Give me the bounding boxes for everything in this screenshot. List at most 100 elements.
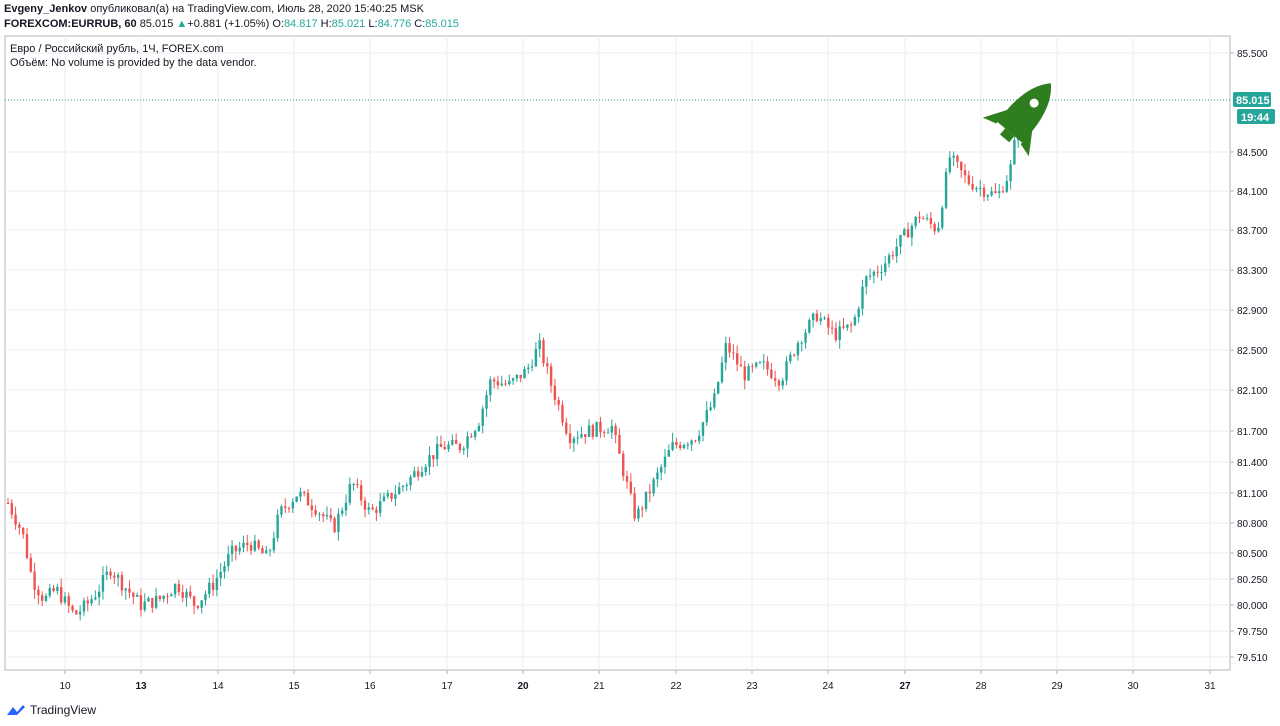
candle bbox=[701, 421, 705, 442]
candle bbox=[561, 400, 564, 427]
candle bbox=[382, 492, 386, 502]
candle-body bbox=[318, 514, 321, 516]
candle-body bbox=[789, 354, 792, 362]
candle-body bbox=[705, 410, 708, 423]
candle bbox=[151, 597, 154, 613]
candle bbox=[754, 361, 758, 369]
candle bbox=[705, 401, 708, 426]
candle-body bbox=[135, 595, 139, 597]
candle-body bbox=[781, 380, 784, 386]
candle-body bbox=[128, 588, 131, 593]
candle bbox=[660, 464, 663, 481]
y-tick-label: 82.900 bbox=[1237, 306, 1268, 317]
candle bbox=[303, 490, 306, 497]
candle-body bbox=[568, 433, 572, 444]
time-axis[interactable]: 10 13 14 15 16 17 20 21 22 23 24 27 28 29 30 31 bbox=[59, 670, 1216, 692]
candle-body bbox=[675, 442, 678, 446]
candle bbox=[827, 313, 830, 335]
candle bbox=[378, 492, 382, 517]
candle-body bbox=[473, 431, 477, 438]
candle bbox=[227, 545, 230, 572]
candle bbox=[56, 583, 59, 595]
candle bbox=[432, 455, 435, 468]
candle bbox=[770, 363, 773, 380]
candle-body bbox=[375, 509, 378, 513]
candle bbox=[986, 193, 990, 201]
author-name[interactable]: Evgeny_Jenkov bbox=[4, 3, 88, 15]
candle-body bbox=[713, 393, 716, 408]
candle bbox=[78, 605, 82, 621]
candle bbox=[515, 374, 519, 382]
candle-body bbox=[424, 466, 427, 473]
candle bbox=[265, 545, 268, 554]
candle bbox=[853, 314, 857, 327]
candle bbox=[33, 562, 36, 599]
candle-body bbox=[356, 484, 359, 486]
x-tick-label: 10 bbox=[59, 681, 71, 692]
candle-body bbox=[170, 594, 173, 597]
candle bbox=[720, 356, 724, 384]
candle-body bbox=[67, 596, 70, 606]
candle-body bbox=[86, 600, 89, 604]
x-tick-label: 15 bbox=[288, 681, 300, 692]
candle bbox=[644, 491, 648, 512]
candle-body bbox=[223, 566, 226, 572]
candle bbox=[990, 186, 993, 197]
candle-body bbox=[33, 571, 36, 590]
candle-body bbox=[747, 365, 750, 381]
candle-body bbox=[25, 534, 29, 558]
candle bbox=[280, 504, 283, 518]
rocket-icon[interactable] bbox=[982, 64, 1074, 158]
y-tick-label: 80.800 bbox=[1237, 519, 1268, 530]
candle bbox=[196, 605, 200, 610]
candle-body bbox=[538, 340, 541, 349]
pane-legend: Евро / Российский рубль, 1Ч, FOREX.com О… bbox=[10, 42, 257, 70]
candle bbox=[219, 562, 222, 587]
footer-brand[interactable]: TradingView bbox=[6, 703, 96, 717]
candle bbox=[10, 499, 13, 520]
candle-body bbox=[139, 595, 143, 610]
candle bbox=[595, 421, 598, 438]
candle-body bbox=[500, 383, 503, 386]
plot-area[interactable] bbox=[4, 35, 1231, 671]
candle bbox=[166, 593, 169, 604]
candle bbox=[948, 151, 952, 175]
candle bbox=[697, 430, 701, 445]
candle-body bbox=[63, 596, 67, 603]
candle bbox=[994, 182, 997, 194]
candle bbox=[914, 216, 917, 229]
candle bbox=[428, 446, 431, 475]
candle-body bbox=[944, 171, 948, 208]
candle-body bbox=[378, 501, 382, 513]
candle bbox=[610, 419, 614, 439]
candle bbox=[622, 450, 625, 481]
candle-body bbox=[587, 425, 591, 437]
candle bbox=[52, 584, 55, 593]
candle-body bbox=[868, 275, 872, 277]
candle bbox=[447, 441, 450, 453]
brand-name: TradingView bbox=[30, 703, 97, 717]
candle-body bbox=[14, 514, 17, 525]
candle bbox=[546, 356, 549, 375]
candle bbox=[337, 508, 340, 541]
candle-body bbox=[227, 554, 230, 567]
publish-line: Evgeny_Jenkov опубликовал(а) на TradingV… bbox=[4, 2, 459, 17]
candle bbox=[667, 444, 671, 458]
candle bbox=[956, 154, 959, 169]
candle bbox=[944, 168, 948, 210]
candle bbox=[675, 437, 678, 449]
candle-body bbox=[610, 425, 614, 433]
candle bbox=[325, 506, 329, 520]
price-axis[interactable]: 85.500 84.500 84.100 83.700 83.300 82.900 82.5… bbox=[1230, 49, 1268, 664]
candle bbox=[356, 478, 359, 489]
candle-body bbox=[314, 509, 317, 515]
candle-body bbox=[447, 444, 450, 450]
candle-body bbox=[367, 507, 370, 510]
candle-body bbox=[511, 378, 515, 381]
candle-body bbox=[405, 484, 408, 487]
candle-body bbox=[29, 557, 32, 572]
candle-body bbox=[599, 421, 602, 433]
candle bbox=[941, 205, 944, 230]
candle bbox=[648, 484, 652, 503]
